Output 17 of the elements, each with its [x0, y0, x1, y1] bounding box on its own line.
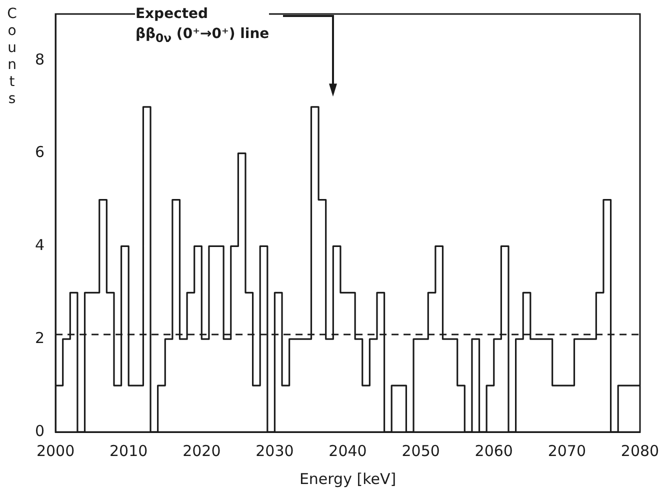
y-tick-label: 0	[34, 422, 45, 440]
x-axis-title: Energy [keV]	[298, 470, 398, 488]
x-tick-label: 2060	[474, 442, 513, 460]
x-tick-label: 2030	[256, 442, 294, 460]
y-tick-label: 4	[34, 236, 45, 254]
x-tick-label: 2070	[548, 442, 586, 460]
annotation: Expected ββ$_{0ν}$ (0⁺→0⁺) line	[135, 4, 270, 48]
x-tick-label: 2080	[620, 442, 660, 460]
x-tick-label: 2020	[182, 442, 221, 460]
y-tick-label: 6	[34, 143, 45, 162]
y-axis-title: Counts	[4, 6, 20, 108]
y-tick-label: 2	[34, 329, 45, 347]
x-tick-label: 2050	[402, 442, 440, 460]
x-tick-label: 2040	[328, 442, 367, 460]
x-tick-label: 2010	[110, 442, 148, 460]
y-tick-label: 8	[34, 50, 45, 68]
x-tick-label: 2000	[36, 442, 75, 460]
